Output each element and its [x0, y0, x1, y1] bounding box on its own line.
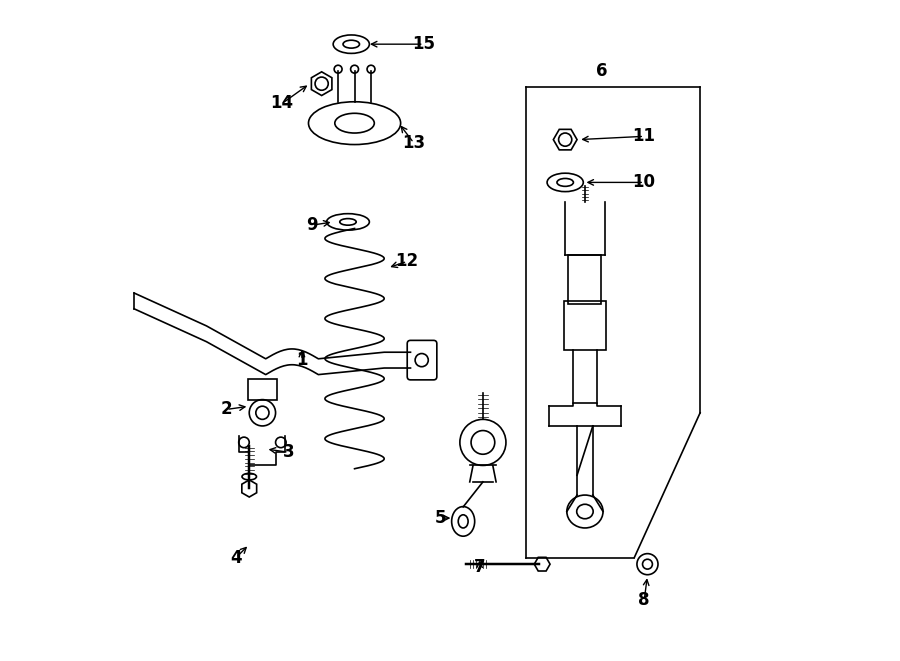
Text: 9: 9	[306, 216, 318, 234]
Bar	[564, 301, 606, 350]
Text: 3: 3	[283, 444, 294, 461]
Text: 15: 15	[412, 35, 436, 53]
Text: 11: 11	[633, 128, 656, 145]
Bar	[569, 254, 601, 304]
Text: 4: 4	[230, 549, 242, 566]
Text: 6: 6	[596, 61, 608, 79]
Text: 5: 5	[435, 509, 446, 527]
Text: 14: 14	[271, 95, 293, 112]
Text: 12: 12	[396, 253, 418, 270]
Text: 8: 8	[638, 592, 650, 609]
Text: 13: 13	[402, 134, 426, 152]
Text: 7: 7	[473, 559, 485, 576]
Text: 2: 2	[220, 401, 232, 418]
Bar	[248, 379, 277, 400]
Text: 10: 10	[633, 173, 656, 192]
Text: 1: 1	[296, 351, 308, 369]
